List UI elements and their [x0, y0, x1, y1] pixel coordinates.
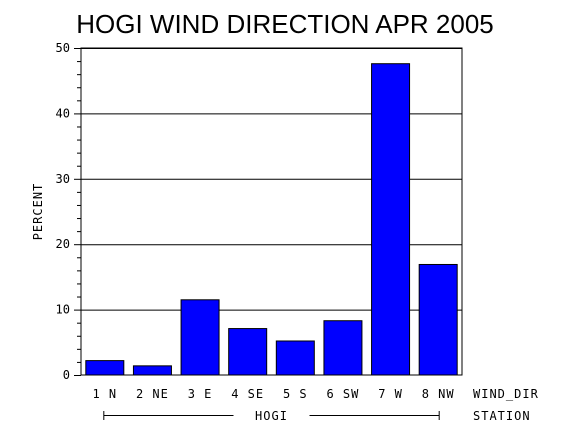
bar [180, 299, 220, 376]
y-axis-label: PERCENT [31, 183, 45, 241]
x-tick-label: 3 E [188, 387, 213, 401]
x-tick-label: 1 N [92, 387, 117, 401]
plot-frame [80, 47, 463, 376]
x-tick-label: 2 NE [136, 387, 169, 401]
y-tick-label: 20 [56, 237, 70, 251]
y-tick-label: 50 [56, 41, 70, 55]
bar [418, 263, 458, 376]
bar [323, 320, 363, 376]
x-tick-label: 7 W [378, 387, 403, 401]
bars [85, 63, 458, 376]
bar [132, 365, 172, 376]
bar [371, 63, 411, 376]
y-axis: 0 10 20 30 40 50 [56, 41, 81, 382]
x-tick-label: 5 S [283, 387, 308, 401]
bar [85, 360, 125, 376]
chart-title: HOGI WIND DIRECTION APR 2005 [76, 9, 494, 39]
station-group-axis: HOGI [103, 409, 440, 423]
station-group-label: HOGI [255, 409, 288, 423]
y-tick-label: 10 [56, 303, 70, 317]
y-tick-label: 0 [63, 368, 70, 382]
x-tick-label: 4 SE [231, 387, 264, 401]
x-axis: 1 N 2 NE 3 E 4 SE 5 S 6 SW 7 W 8 NW [92, 387, 455, 401]
x-tick-label: 8 NW [422, 387, 455, 401]
x-axis-label: WIND_DIR [473, 387, 539, 401]
x-tick-label: 6 SW [326, 387, 359, 401]
bar [275, 340, 315, 376]
y-tick-label: 30 [56, 172, 70, 186]
y-tick-label: 40 [56, 106, 70, 120]
station-axis-label: STATION [473, 409, 531, 423]
bar [228, 328, 268, 376]
